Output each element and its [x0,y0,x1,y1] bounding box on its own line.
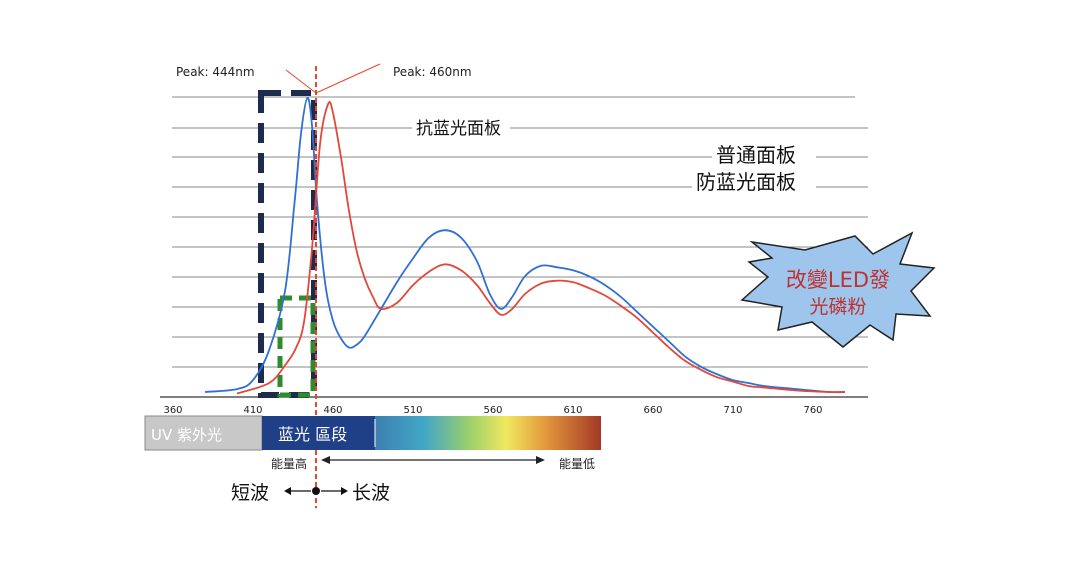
x-tick-label: 360 [163,405,182,416]
x-tick-label: 760 [803,405,822,416]
x-tick-label: 710 [723,405,742,416]
peak-left-label: Peak: 444nm [176,65,255,79]
peak-left-guide [285,69,317,94]
center-dot [312,487,320,495]
visible-spectrum-band [375,416,601,450]
anti-blue-panel-2-label: 防蓝光面板 [696,170,796,194]
x-tick-label: 460 [323,405,342,416]
anti-blue-panel-2-label-bg [692,168,816,194]
starburst-text-line1: 改變LED發 [786,268,890,292]
normal-panel-label-bg [712,141,816,167]
x-tick-label: 610 [563,405,582,416]
x-tick-label: 410 [243,405,262,416]
starburst-text-line2: 光磷粉 [809,296,866,318]
energy-low-label: 能量低 [559,457,595,471]
series-line-anti-blue-panel [236,101,846,395]
anti-blue-label-bg [412,116,510,138]
normal-panel-label: 普通面板 [716,143,796,167]
energy-arrow-right-head [536,456,545,464]
x-axis-ticks: 360 410 460 510 560 610 660 710 760 [163,405,822,416]
starburst-callout [740,231,936,348]
x-tick-label: 560 [483,405,502,416]
grid-lines [172,96,868,368]
x-tick-label: 510 [403,405,422,416]
anti-blue-panel-label: 抗蓝光面板 [416,119,501,139]
blue-light-zone-box [258,90,317,398]
peak-right-label: Peak: 460nm [393,65,472,79]
blue-band-label: 蓝光 區段 [278,425,347,444]
blue-band [262,416,375,450]
short-wave-label: 短波 [231,482,269,504]
series-group [204,97,846,395]
energy-arrow-left-head [321,456,330,464]
series-line-normal-panel [204,97,846,394]
uv-band-label: UV 紫外光 [151,426,222,444]
harmful-zone-box [277,295,316,398]
long-wave-label: 长波 [352,482,390,504]
energy-high-label: 能量高 [271,456,307,471]
long-wave-arrowhead [341,487,348,495]
x-tick-label: 660 [643,405,662,416]
peak-right-guide [315,63,381,94]
short-wave-arrowhead [284,487,291,495]
